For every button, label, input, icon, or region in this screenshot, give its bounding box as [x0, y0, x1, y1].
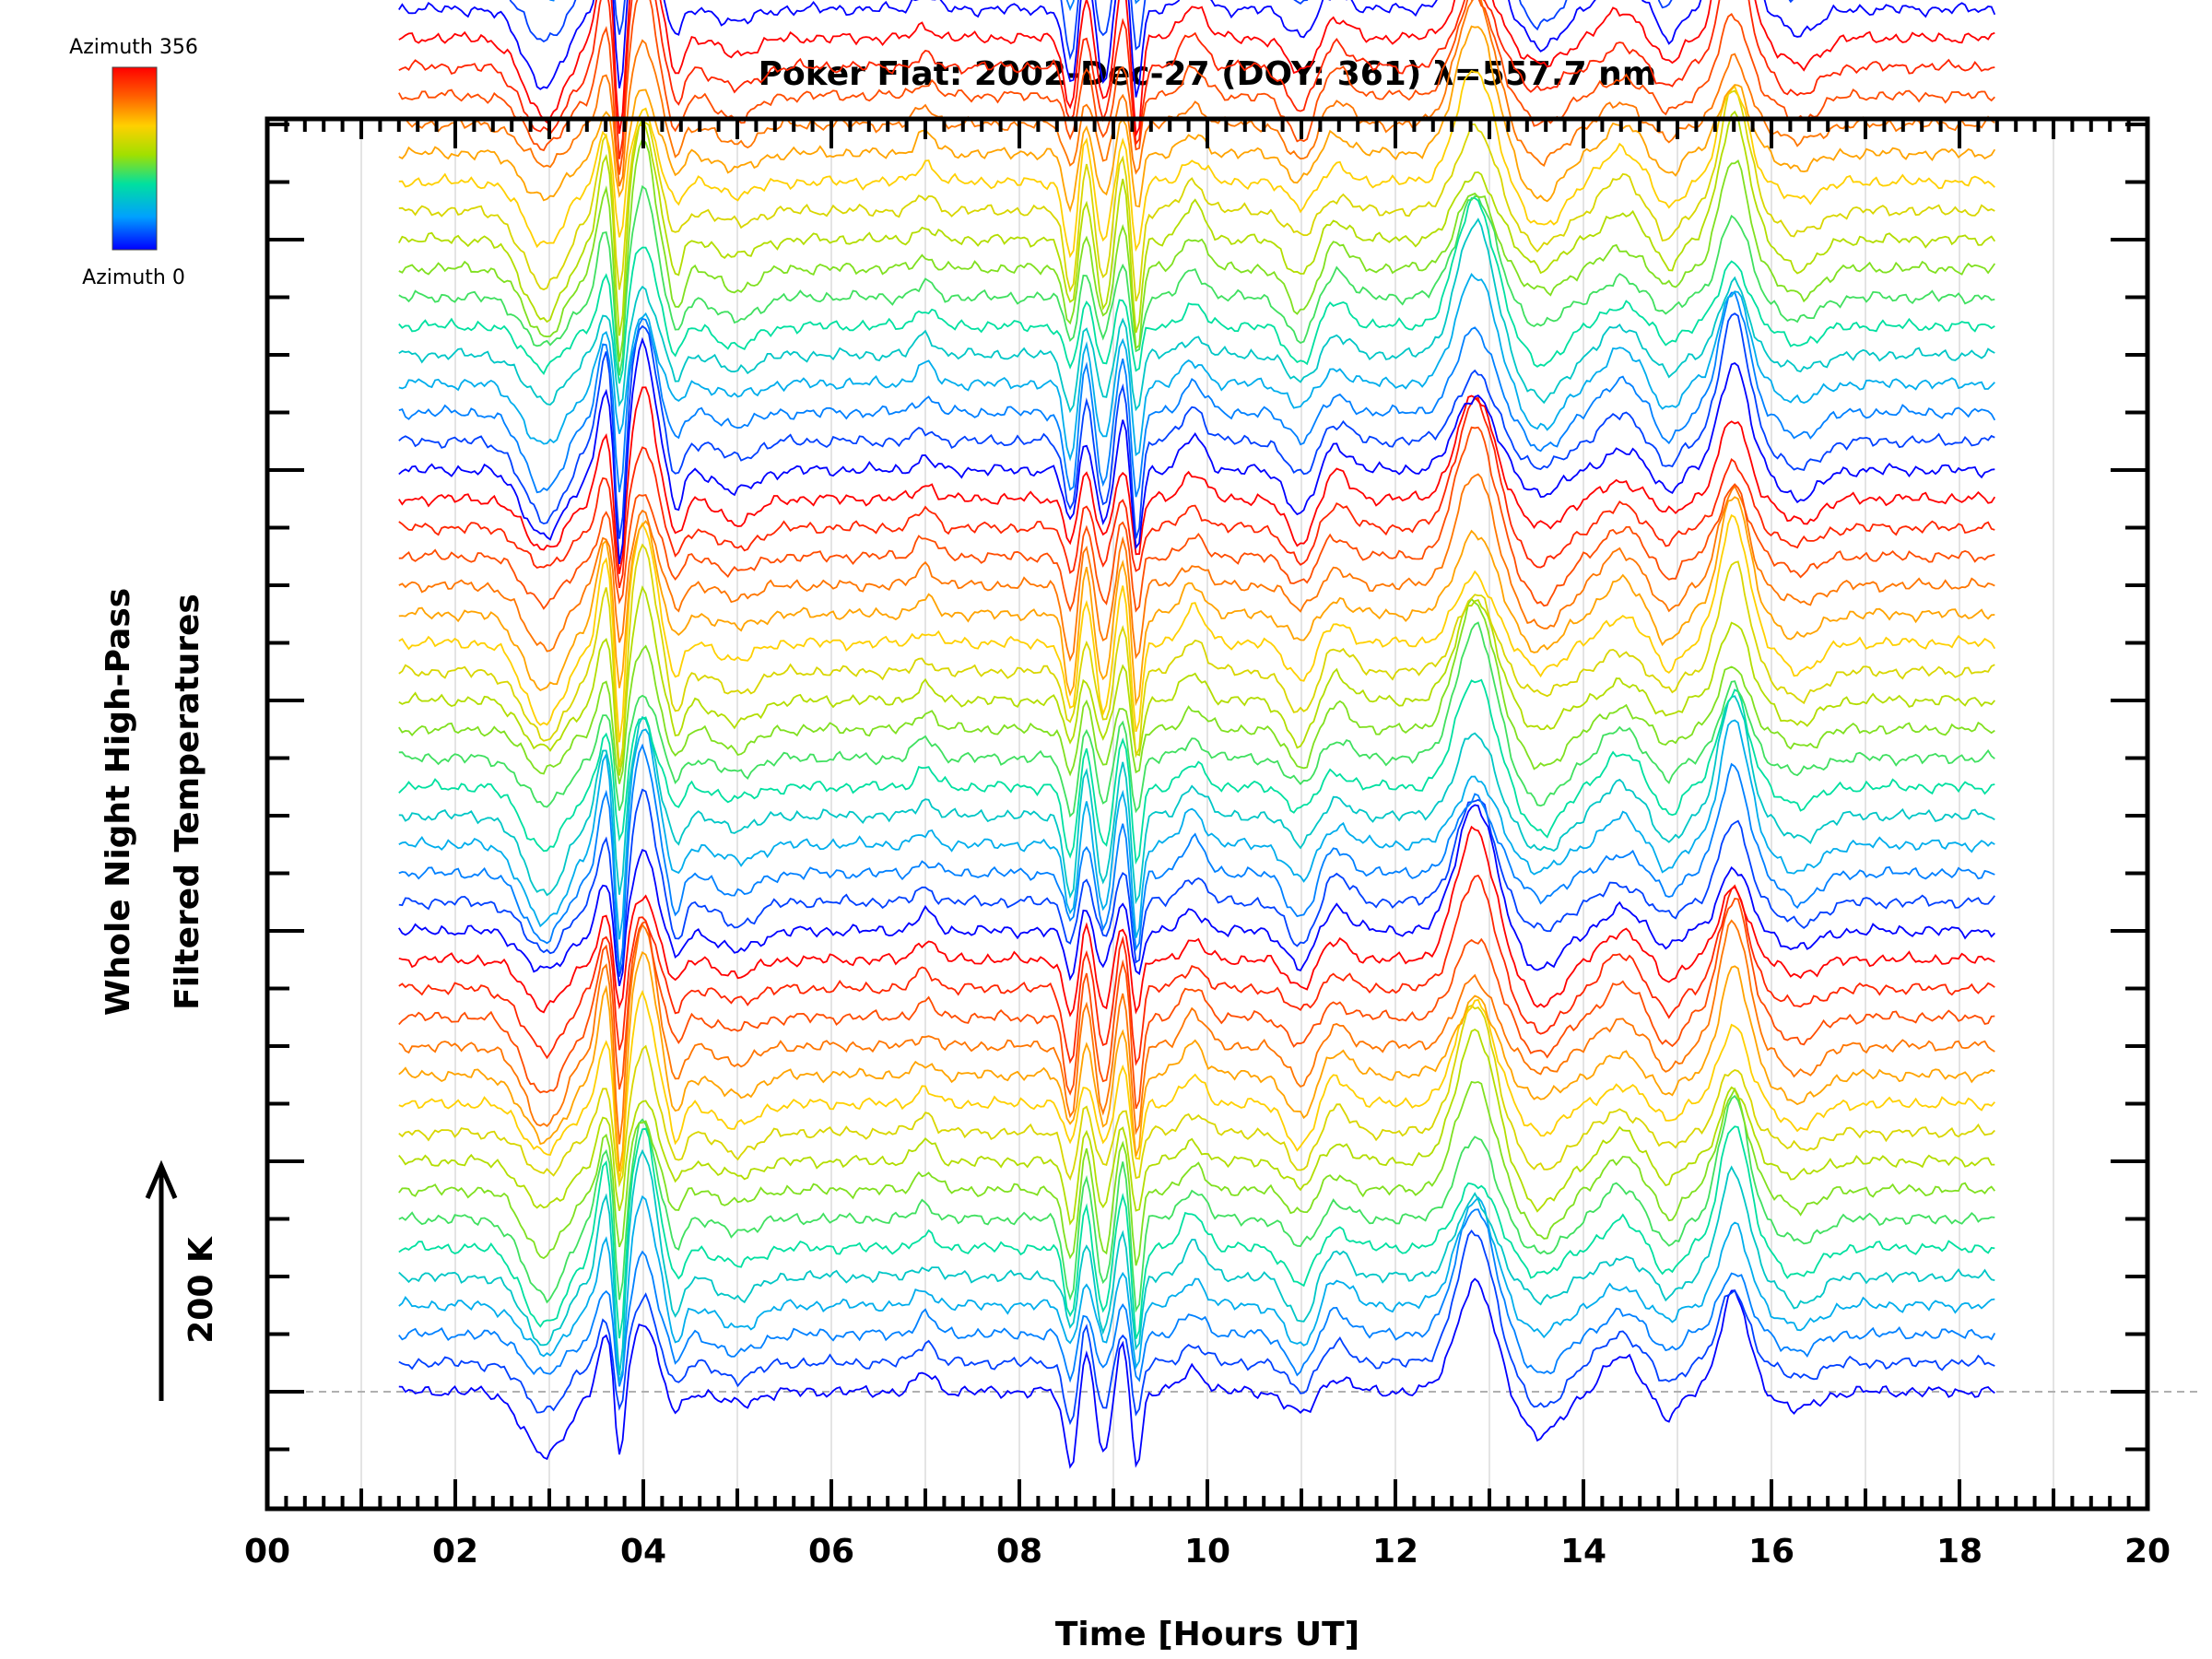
temperature-series-6 — [398, 1094, 1995, 1313]
temperature-series-47 — [398, 0, 1995, 138]
temperature-series-21 — [398, 678, 1995, 865]
temperature-series-23 — [398, 597, 1995, 784]
temperature-series-27 — [398, 496, 1995, 707]
temperature-series-22 — [398, 621, 1995, 818]
colorbar-bottom-label: Azimuth 0 — [82, 266, 185, 289]
temperature-series-3 — [398, 1194, 1995, 1383]
temperature-series-13 — [398, 898, 1995, 1110]
temperature-series-43 — [398, 25, 1996, 213]
temperature-series-16 — [398, 804, 1995, 986]
temperature-series-38 — [398, 184, 1995, 376]
grid — [267, 119, 2198, 1509]
chart-title: Poker Flat: 2002-Dec-27 (DOY: 361) λ=557… — [759, 55, 1657, 93]
x-tick-label: 20 — [2124, 1533, 2171, 1571]
x-tick-label: 16 — [1748, 1533, 1794, 1571]
temperature-series-46 — [398, 0, 1995, 159]
x-tick-label: 14 — [1560, 1533, 1606, 1571]
axis-ticks — [265, 119, 2149, 1509]
x-axis-label: Time [Hours UT] — [1055, 1616, 1359, 1653]
series-group — [398, 0, 1996, 1469]
temperature-series-15 — [398, 825, 1995, 1018]
temperature-series-5 — [398, 1125, 1995, 1340]
temperature-series-35 — [398, 272, 1995, 462]
colorbar: Azimuth 356 Azimuth 0 — [69, 36, 198, 289]
colorbar-top-label: Azimuth 356 — [69, 36, 198, 59]
temperature-series-28 — [398, 473, 1995, 663]
temperature-series-1 — [398, 1229, 1995, 1426]
scale-label: 200 K — [182, 1236, 220, 1344]
temperature-series-33 — [398, 312, 1995, 539]
temperature-series-36 — [398, 218, 1995, 414]
temperature-series-45 — [398, 0, 1995, 175]
temperature-series-4 — [398, 1148, 1995, 1376]
temperature-series-14 — [398, 874, 1995, 1066]
temperature-series-24 — [398, 585, 1995, 776]
x-tick-label: 04 — [620, 1533, 666, 1571]
x-tick-label: 06 — [808, 1533, 854, 1571]
temperature-series-25 — [398, 543, 1995, 768]
temperature-series-9 — [398, 1004, 1995, 1188]
temperature-series-12 — [398, 919, 1995, 1145]
x-tick-label: 12 — [1372, 1533, 1418, 1571]
temperature-series-29 — [398, 426, 1995, 613]
temperature-series-32 — [398, 336, 1995, 565]
temperature-series-19 — [398, 719, 1995, 940]
x-tick-label: 18 — [1936, 1533, 1983, 1571]
temperature-series-42 — [398, 70, 1995, 259]
scale-arrow — [145, 1159, 178, 1401]
temperature-series-30 — [398, 396, 1995, 589]
temperature-series-11 — [398, 951, 1995, 1172]
temperature-series-37 — [398, 197, 1995, 384]
temperature-series-7 — [398, 1080, 1996, 1266]
x-tick-label: 00 — [244, 1533, 290, 1571]
temperature-series-40 — [398, 110, 1996, 336]
temperature-series-8 — [398, 1028, 1995, 1226]
temperature-series-39 — [398, 136, 1996, 362]
temperature-series-48 — [398, 0, 1996, 98]
temperature-series-18 — [398, 743, 1995, 972]
temperature-series-10 — [398, 989, 1995, 1181]
x-tick-label: 08 — [996, 1533, 1042, 1571]
x-tick-label: 10 — [1184, 1533, 1230, 1571]
y-axis-label-line2: Filtered Temperatures — [169, 594, 206, 1010]
temperature-series-31 — [398, 386, 1996, 574]
temperature-series-2 — [398, 1208, 1996, 1387]
y-axis-label-line1: Whole Night High-Pass — [100, 588, 137, 1016]
colorbar-gradient — [112, 66, 158, 251]
x-tick-labels: 00 02 04 06 08 10 12 14 16 18 20 — [244, 1533, 2171, 1571]
temperature-series-17 — [398, 788, 1996, 977]
x-tick-label: 02 — [432, 1533, 478, 1571]
temperature-series-26 — [398, 513, 1996, 743]
